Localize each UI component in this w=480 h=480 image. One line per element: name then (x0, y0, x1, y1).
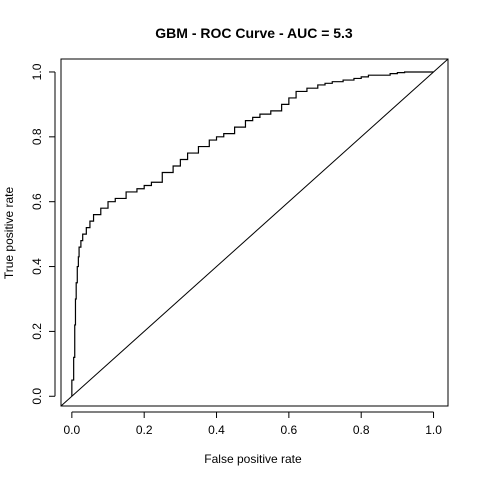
plot-area: 0.0 0.2 0.4 0.6 0.8 1.0 0.0 0.2 0.4 0.6 0.8 1.0 (30, 58, 449, 437)
y-tick-label: 0.2 (30, 323, 44, 340)
y-tick-label: 1.0 (30, 63, 44, 80)
y-tick-label: 0.8 (30, 128, 44, 145)
diagonal-reference-line (60, 58, 449, 407)
x-tick-label: 0.4 (208, 423, 225, 437)
y-axis-label: True positive rate (2, 187, 16, 280)
y-tick-label: 0.6 (30, 193, 44, 210)
y-tick-label: 0.0 (30, 388, 44, 405)
x-tick-label: 1.0 (425, 423, 442, 437)
x-tick-label: 0.8 (353, 423, 370, 437)
x-tick-label: 0.0 (64, 423, 81, 437)
x-axis-label: False positive rate (204, 452, 302, 466)
plot-frame (60, 58, 449, 407)
x-tick-label: 0.6 (281, 423, 298, 437)
y-tick-label: 0.4 (30, 258, 44, 275)
roc-curve-line (71, 71, 434, 397)
x-tick-label: 0.2 (136, 423, 153, 437)
chart-title: GBM - ROC Curve - AUC = 5.3 (155, 25, 353, 41)
